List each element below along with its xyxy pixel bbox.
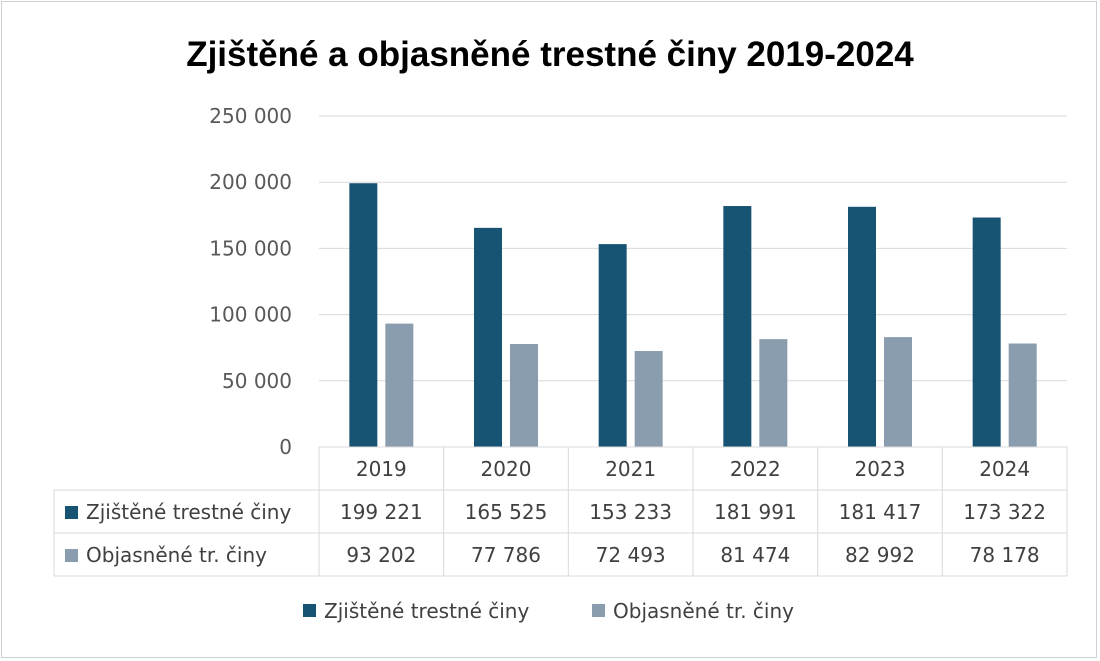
table-row-label: Zjištěné trestné činy — [86, 500, 291, 524]
bars — [349, 183, 1037, 448]
bar-zjistene-2024 — [972, 217, 1001, 447]
y-tick-label: 0 — [279, 435, 292, 459]
x-tick-label: 2024 — [979, 457, 1030, 481]
bar-zjistene-2023 — [848, 206, 876, 447]
data-label: 181 417 — [839, 500, 922, 524]
gridlines — [319, 115, 1067, 448]
bar-objasnene-2023 — [884, 337, 912, 447]
data-table: 2019 2020 2021 2022 2023 2024 Zjištěné trestné… — [53, 446, 1068, 577]
bar-zjistene-2020 — [474, 227, 502, 447]
legend-label: Zjištěné trestné činy — [324, 599, 529, 623]
y-tick-label: 100 000 — [209, 303, 292, 327]
bar-objasnene-2019 — [385, 323, 414, 447]
data-label: 199 221 — [340, 500, 423, 524]
table-legend-key — [65, 549, 78, 562]
data-label: 82 992 — [845, 543, 915, 567]
x-tick-label: 2022 — [730, 457, 781, 481]
data-label: 181 991 — [714, 500, 797, 524]
x-tick-label: 2021 — [605, 457, 656, 481]
legend-swatch — [592, 604, 605, 617]
bar-objasnene-2024 — [1008, 343, 1037, 447]
y-tick-label: 150 000 — [209, 236, 292, 260]
chart-title: Zjištěné a objasněné trestné činy 2019-2… — [186, 35, 914, 74]
bar-objasnene-2021 — [634, 351, 663, 447]
data-label: 93 202 — [346, 543, 416, 567]
x-tick-label: 2019 — [356, 457, 407, 481]
data-label: 78 178 — [970, 543, 1040, 567]
bar-objasnene-2022 — [759, 339, 788, 447]
data-label: 165 525 — [465, 500, 548, 524]
data-label: 77 786 — [471, 543, 541, 567]
table-legend-key — [65, 506, 78, 519]
y-axis-ticks: 0 50 000 100 000 150 000 200 000 250 000 — [209, 104, 292, 459]
legend-label: Objasněné tr. činy — [613, 599, 794, 623]
table-row-label: Objasněné tr. činy — [86, 543, 267, 567]
legend: Zjištěné trestné činy Objasněné tr. činy — [303, 599, 794, 623]
data-label: 72 493 — [596, 543, 666, 567]
data-label: 173 322 — [963, 500, 1046, 524]
x-tick-label: 2020 — [481, 457, 532, 481]
data-label: 81 474 — [720, 543, 790, 567]
bar-zjistene-2021 — [598, 244, 627, 447]
y-tick-label: 200 000 — [209, 170, 292, 194]
bar-zjistene-2019 — [349, 183, 378, 448]
bar-objasnene-2020 — [510, 344, 538, 447]
data-label: 153 233 — [589, 500, 672, 524]
y-tick-label: 50 000 — [222, 369, 292, 393]
y-tick-label: 250 000 — [209, 104, 292, 128]
legend-swatch — [303, 604, 316, 617]
bar-zjistene-2022 — [723, 206, 752, 447]
x-tick-label: 2023 — [855, 457, 906, 481]
